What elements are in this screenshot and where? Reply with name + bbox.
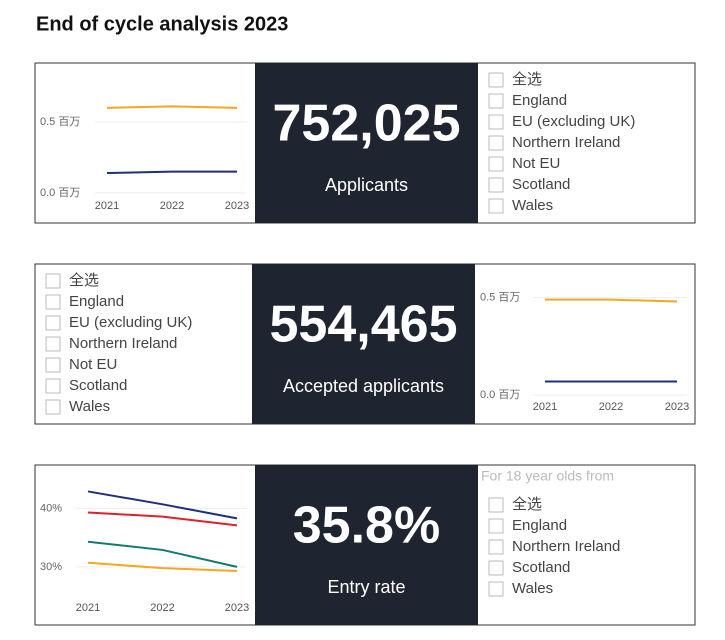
kpi-value: 554,465 [270,296,458,354]
checkbox[interactable] [488,177,504,193]
checkbox[interactable] [488,560,504,576]
line-series [106,105,238,109]
line-series [545,298,678,303]
checkbox[interactable] [488,135,504,151]
x-tick-label: 2021 [76,602,100,614]
checkbox[interactable] [488,539,504,555]
filter-option[interactable]: Not EU [512,155,560,172]
checkbox[interactable] [488,518,504,534]
checkbox[interactable] [488,156,504,172]
filter-option[interactable]: 全选 [512,495,542,513]
filter-heading: For 18 year olds from [481,468,614,484]
line-series [87,511,238,527]
kpi-value: 752,025 [273,95,461,153]
y-tick-label: 0.0 百万 [480,389,520,401]
checkbox[interactable] [45,315,61,331]
filter-option[interactable]: Wales [512,580,553,597]
filter-option[interactable]: Northern Ireland [69,335,177,352]
x-tick-label: 2023 [225,200,249,212]
y-tick-label: 0.0 百万 [40,187,80,199]
kpi-card [252,264,475,424]
checkbox[interactable] [45,399,61,415]
kpi-label: Accepted applicants [283,376,444,396]
kpi-card [255,63,478,223]
checkbox[interactable] [45,378,61,394]
checkbox[interactable] [488,198,504,214]
filter-option[interactable]: Northern Ireland [512,134,620,151]
filter-option[interactable]: Wales [69,398,110,415]
x-tick-label: 2021 [95,200,119,212]
filter-option[interactable]: EU (excluding UK) [69,314,192,331]
filter-option[interactable]: England [512,92,567,109]
filter-option[interactable]: England [512,517,567,534]
x-tick-label: 2023 [665,401,689,413]
filter-option[interactable]: Scotland [69,377,127,394]
filter-option[interactable]: Not EU [69,356,117,373]
line-series [106,170,237,175]
kpi-label: Applicants [325,175,408,195]
checkbox[interactable] [45,294,61,310]
y-tick-label: 0.5 百万 [40,116,80,128]
x-tick-label: 2023 [225,602,249,614]
x-tick-label: 2022 [160,200,184,212]
filter-option[interactable]: Scotland [512,176,570,193]
line-series [87,540,238,568]
checkbox[interactable] [45,357,61,373]
y-tick-label: 30% [40,561,62,573]
checkbox[interactable] [488,114,504,130]
filter-option[interactable]: EU (excluding UK) [512,113,635,130]
checkbox[interactable] [488,72,504,88]
checkbox[interactable] [488,497,504,513]
y-tick-label: 0.5 百万 [480,292,520,304]
filter-option[interactable]: England [69,293,124,310]
x-tick-label: 2021 [533,401,557,413]
filter-option[interactable]: Wales [512,197,553,214]
kpi-label: Entry rate [327,577,405,597]
filter-option[interactable]: Northern Ireland [512,538,620,555]
checkbox[interactable] [45,336,61,352]
x-tick-label: 2022 [150,602,174,614]
line-series [87,561,238,572]
line-series [87,490,238,520]
checkbox[interactable] [45,273,61,289]
kpi-value: 35.8% [293,497,440,555]
y-tick-label: 40% [40,502,62,514]
filter-option[interactable]: 全选 [512,70,542,88]
filter-option[interactable]: 全选 [69,271,99,289]
checkbox[interactable] [488,581,504,597]
filter-option[interactable]: Scotland [512,559,570,576]
page-title: End of cycle analysis 2023 [36,13,288,35]
kpi-card [255,465,478,625]
checkbox[interactable] [488,93,504,109]
x-tick-label: 2022 [599,401,623,413]
